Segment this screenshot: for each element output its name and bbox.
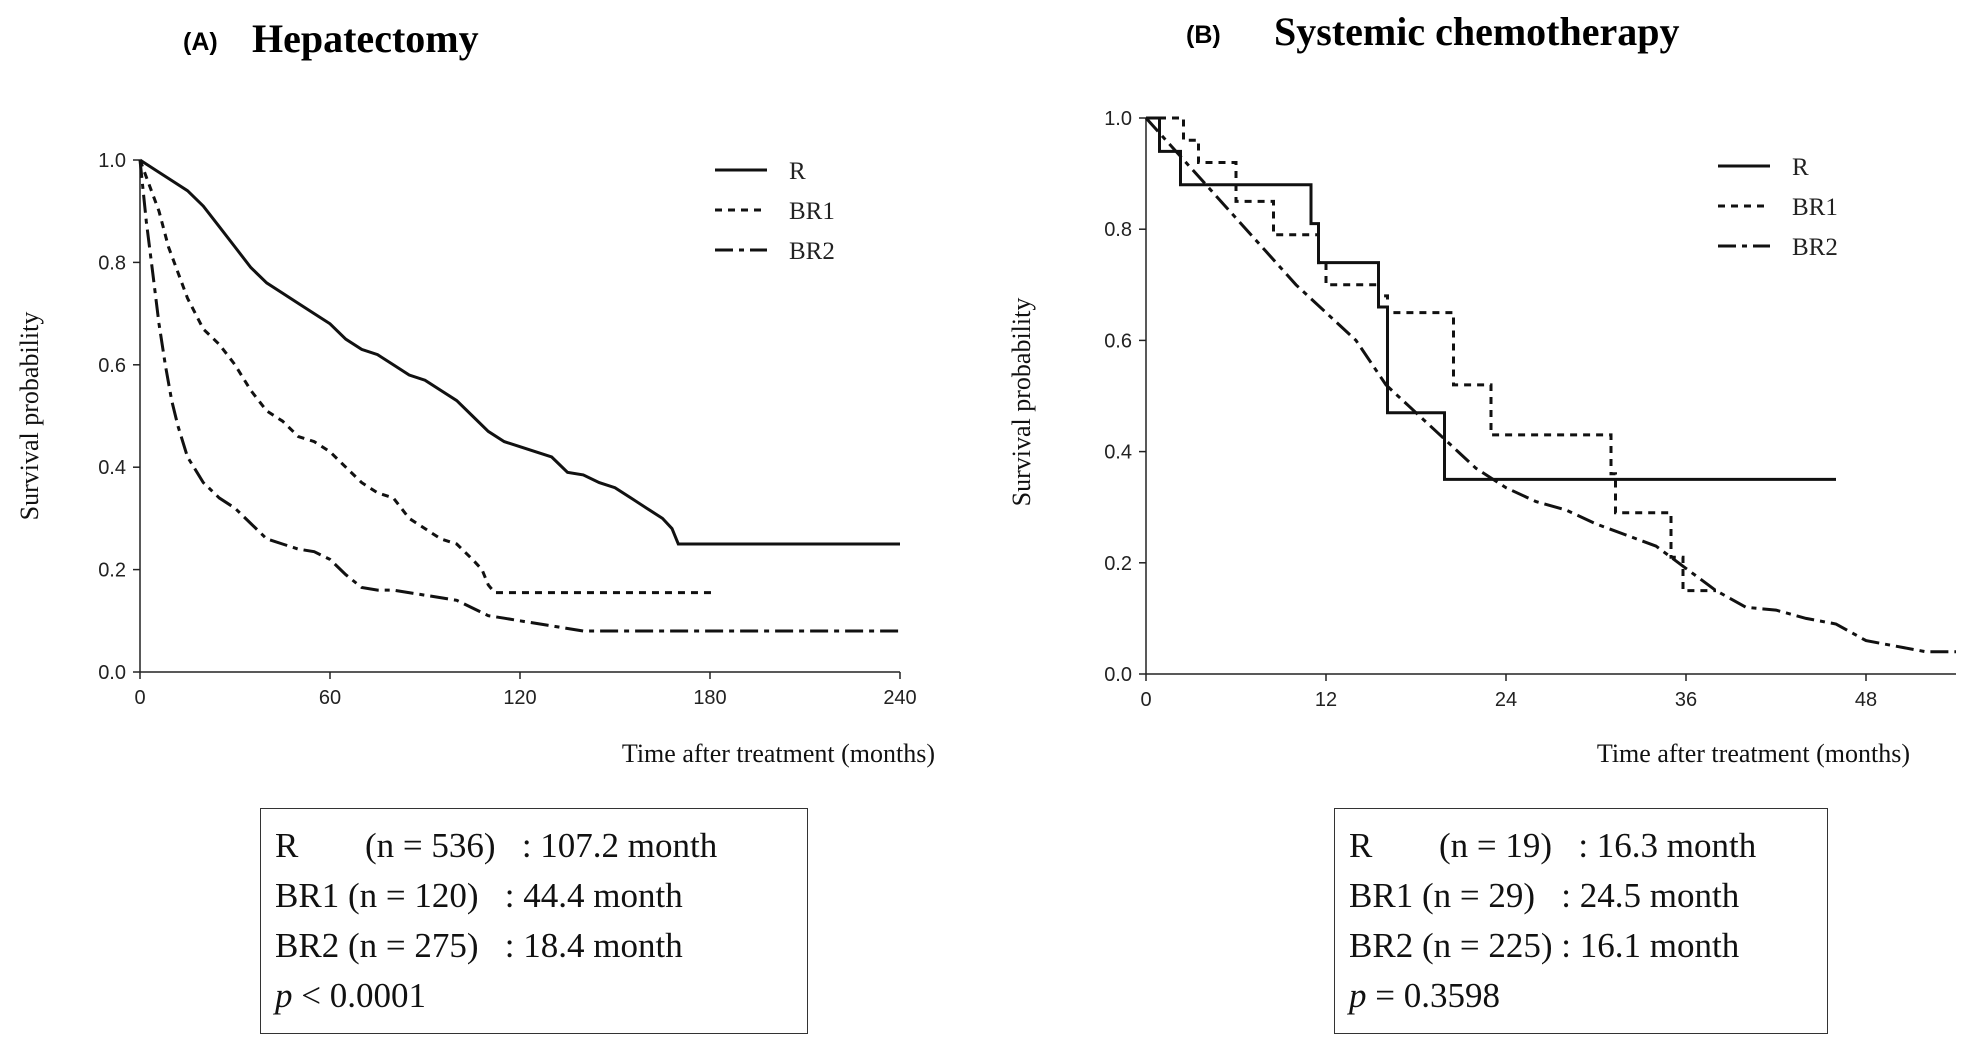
y-axis-label: Survival probability: [15, 312, 44, 521]
group-sep: :: [1535, 876, 1580, 915]
summary-row-r: R (n = 536) : 107.2 month: [275, 821, 789, 871]
x-tick-label: 48: [1855, 689, 1877, 711]
group-sep: :: [478, 926, 524, 965]
group-median: 16.3 month: [1596, 826, 1757, 865]
group-median: 24.5 month: [1579, 876, 1740, 915]
summary-row-br2: BR2 (n = 225) : 16.1 month: [1349, 921, 1809, 971]
y-tick-label: 0.6: [98, 355, 126, 377]
series-line-br1: [1146, 116, 1716, 593]
x-tick-label: 0: [134, 687, 145, 709]
chart-systemic-chemotherapy: 0.0 0.2 0.4 0.6 0.8 1.0 0 12 24 36 48 Survival pr…: [1007, 108, 1956, 768]
series-line-br2: [1144, 116, 1956, 654]
y-tick-label: 0.4: [98, 457, 126, 479]
y-tick-label: 0.4: [1104, 442, 1132, 464]
legend-label-br2: BR2: [1792, 234, 1838, 261]
x-tick-label: 240: [883, 687, 916, 709]
group-sep: :: [478, 876, 524, 915]
group-name: BR1: [275, 876, 340, 915]
group-name: R: [275, 826, 299, 865]
legend-label-br1: BR1: [789, 198, 835, 225]
panel-a-label: (A): [183, 28, 218, 56]
x-tick-label: 60: [319, 687, 341, 709]
group-n: (n = 19): [1439, 826, 1553, 865]
group-n: (n = 29): [1421, 876, 1536, 915]
group-median: 44.4 month: [523, 876, 683, 915]
x-tick-label: 120: [503, 687, 536, 709]
group-n: (n = 120): [347, 876, 479, 915]
group-n: (n = 275): [347, 926, 479, 965]
group-median: 16.1 month: [1579, 926, 1740, 965]
group-sep: :: [1552, 926, 1580, 965]
group-sep: :: [495, 826, 541, 865]
y-axis-label: Survival probability: [1007, 298, 1036, 507]
legend-label-br2: BR2: [789, 238, 835, 265]
panel-b-title: Systemic chemotherapy: [1274, 9, 1679, 54]
group-median: 107.2 month: [540, 826, 718, 865]
panel-a-title: Hepatectomy: [252, 16, 479, 61]
summary-box-systemic-chemotherapy: R (n = 19) : 16.3 month BR1 (n = 29) : 24…: [1334, 808, 1828, 1034]
p-value: < 0.0001: [292, 976, 426, 1015]
series-line-br2: [138, 159, 900, 633]
panel-b-label: (B): [1186, 21, 1221, 49]
y-tick-label: 0.0: [98, 662, 126, 684]
summary-box-hepatectomy: R (n = 536) : 107.2 month BR1 (n = 120) :…: [260, 808, 808, 1034]
group-name: BR1: [1349, 876, 1414, 915]
group-n: (n = 536): [365, 826, 496, 865]
summary-row-br2: BR2 (n = 275) : 18.4 month: [275, 921, 789, 971]
y-tick-label: 0.6: [1104, 330, 1132, 352]
group-name: BR2: [1349, 926, 1414, 965]
legend-label-r: R: [1792, 154, 1809, 181]
y-tick-label: 0.2: [1104, 553, 1132, 575]
group-n: (n = 225): [1421, 926, 1553, 965]
chart-hepatectomy: 0.0 0.2 0.4 0.6 0.8 1.0 0 60 120 180 240 Survival…: [15, 150, 935, 768]
y-tick-label: 0.8: [98, 252, 126, 274]
series-line-br1: [138, 159, 717, 595]
group-name: BR2: [275, 926, 340, 965]
legend-label-br1: BR1: [1792, 194, 1838, 221]
x-tick-label: 24: [1495, 689, 1517, 711]
group-sep: :: [1552, 826, 1597, 865]
summary-row-br1: BR1 (n = 120) : 44.4 month: [275, 871, 789, 921]
y-tick-label: 0.0: [1104, 664, 1132, 686]
summary-row-p: p = 0.3598: [1349, 971, 1809, 1021]
y-tick-label: 0.8: [1104, 219, 1132, 241]
p-symbol: p: [1349, 976, 1367, 1015]
x-axis-label: Time after treatment (months): [622, 739, 935, 768]
p-symbol: p: [275, 976, 293, 1015]
summary-row-p: p < 0.0001: [275, 971, 789, 1021]
legend-label-r: R: [789, 158, 806, 185]
p-value: = 0.3598: [1366, 976, 1500, 1015]
series-line-r: [139, 158, 900, 546]
x-tick-label: 0: [1140, 689, 1151, 711]
group-median: 18.4 month: [523, 926, 683, 965]
summary-row-br1: BR1 (n = 29) : 24.5 month: [1349, 871, 1809, 921]
summary-row-r: R (n = 19) : 16.3 month: [1349, 821, 1809, 871]
x-tick-label: 36: [1675, 689, 1697, 711]
y-tick-label: 1.0: [98, 150, 126, 172]
y-tick-label: 0.2: [98, 560, 126, 582]
x-tick-label: 12: [1315, 689, 1337, 711]
group-name: R: [1349, 826, 1373, 865]
x-tick-label: 180: [693, 687, 726, 709]
x-axis-label: Time after treatment (months): [1597, 739, 1910, 768]
y-tick-label: 1.0: [1104, 108, 1132, 130]
